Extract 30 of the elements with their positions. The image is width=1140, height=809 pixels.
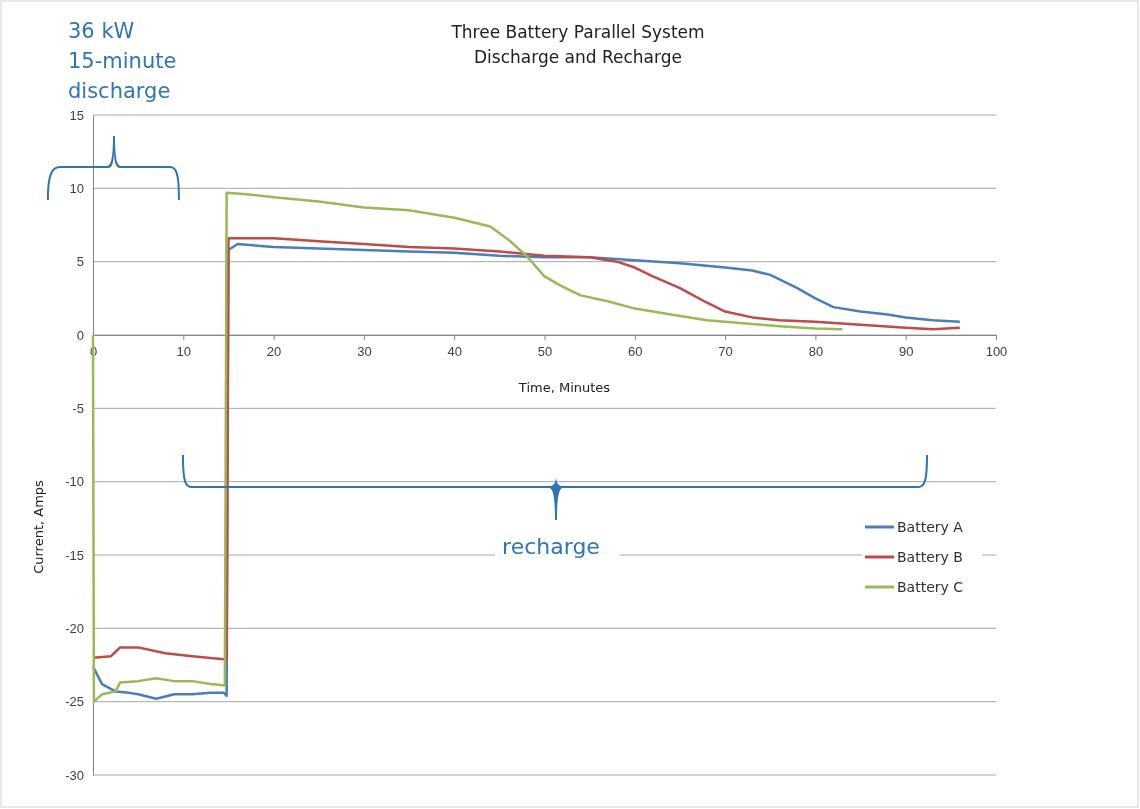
y-tick-label: 0 <box>76 327 84 343</box>
y-axis-title: Current, Amps <box>31 479 46 574</box>
x-axis-title: Time, Minutes <box>517 380 611 395</box>
y-tick-label: 15 <box>69 107 84 123</box>
legend-label: Battery C <box>897 579 964 595</box>
annotation: recharge <box>502 534 600 559</box>
x-tick-label: 60 <box>628 344 643 359</box>
x-tick-label: 100 <box>985 344 1008 359</box>
x-tick-label: 80 <box>808 344 824 359</box>
y-tick-label: -10 <box>65 474 84 490</box>
text: 36 kW 15-minute discharge <box>68 19 177 103</box>
x-tick-label: 10 <box>176 344 192 359</box>
line-series <box>91 191 844 703</box>
y-tick-label: -15 <box>65 547 84 563</box>
y-tick-label: 5 <box>76 254 84 270</box>
x-tick-label: 20 <box>266 344 282 359</box>
chart-title: Three Battery Parallel System <box>450 22 705 42</box>
y-tick-label: -30 <box>65 767 84 783</box>
x-tick-label: 90 <box>898 344 914 359</box>
y-tick-label: 10 <box>69 180 84 196</box>
chart-subtitle: Discharge and Recharge <box>474 47 682 67</box>
x-tick-label: 40 <box>447 344 462 359</box>
x-tick-label: 70 <box>718 344 733 359</box>
y-tick-label: -20 <box>65 620 84 636</box>
y-tick-label: -25 <box>65 694 84 710</box>
legend-label: Battery A <box>897 519 964 535</box>
legend-label: Battery B <box>897 549 963 565</box>
y-tick-label: -5 <box>72 400 84 416</box>
x-tick-label: 50 <box>537 344 553 359</box>
x-tick-label: 30 <box>357 344 372 359</box>
